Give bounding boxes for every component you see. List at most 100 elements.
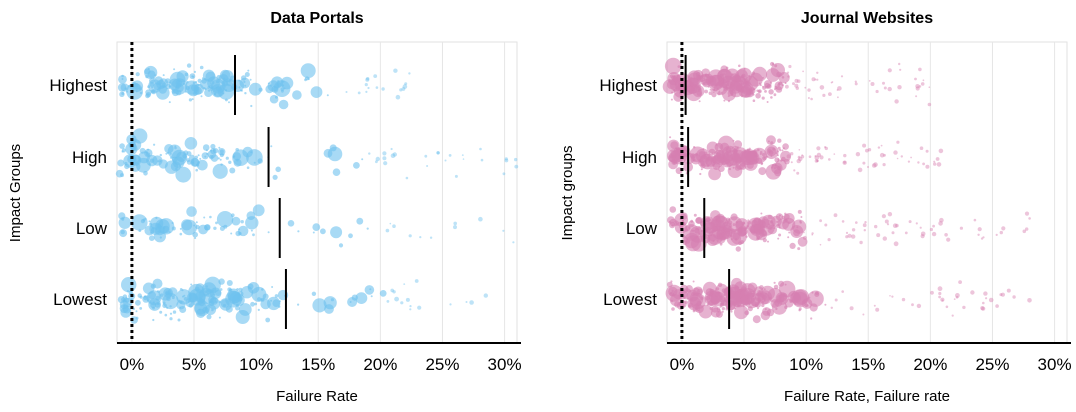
data-point: [723, 224, 732, 233]
data-point: [692, 310, 696, 313]
data-point: [138, 229, 142, 233]
data-point: [480, 158, 484, 162]
data-point: [933, 160, 936, 163]
data-point: [696, 75, 701, 80]
data-point: [760, 212, 763, 215]
data-point: [962, 305, 966, 310]
data-point: [212, 163, 228, 179]
data-point: [718, 309, 721, 312]
data-point: [778, 300, 781, 303]
data-point: [714, 291, 720, 298]
data-point: [401, 87, 406, 91]
data-point: [708, 91, 713, 95]
data-point: [865, 148, 869, 153]
data-point: [692, 280, 695, 283]
data-point: [228, 101, 230, 104]
data-point: [981, 306, 986, 311]
data-point: [175, 166, 192, 183]
data-point: [776, 154, 779, 157]
data-point: [449, 303, 452, 306]
data-point: [833, 213, 838, 218]
data-point: [379, 290, 387, 297]
data-point: [808, 155, 812, 158]
data-point: [706, 303, 709, 306]
data-point: [453, 221, 458, 226]
data-point: [1022, 229, 1027, 234]
data-point: [121, 92, 125, 95]
data-point: [828, 158, 831, 161]
data-point: [715, 143, 718, 146]
data-point: [685, 225, 691, 231]
data-point: [162, 74, 165, 77]
data-point: [761, 96, 765, 100]
data-point: [930, 290, 934, 295]
data-point: [876, 233, 881, 238]
data-point: [717, 282, 723, 287]
data-point: [810, 97, 813, 101]
data-point: [684, 300, 688, 304]
data-point: [933, 162, 937, 166]
data-point: [706, 164, 710, 167]
data-point: [798, 149, 801, 151]
data-point: [770, 155, 773, 157]
chart-journal-websites: Journal Websites Impact groups Highest High…: [559, 10, 1072, 405]
data-point: [854, 80, 857, 83]
data-point: [220, 163, 223, 166]
data-point: [392, 224, 396, 228]
data-point: [766, 135, 776, 146]
data-point: [277, 80, 280, 83]
data-point: [690, 86, 695, 91]
data-point: [761, 162, 764, 165]
data-point: [671, 307, 675, 311]
data-point: [148, 163, 151, 166]
data-point: [915, 222, 918, 225]
data-point: [364, 285, 375, 295]
data-point: [230, 232, 233, 235]
data-point: [711, 92, 717, 98]
data-point: [179, 232, 183, 236]
data-point: [304, 78, 307, 82]
data-point: [898, 62, 901, 66]
data-point: [773, 227, 776, 230]
data-point: [871, 163, 877, 168]
data-point: [698, 151, 706, 158]
data-point: [182, 154, 187, 159]
data-point: [882, 81, 885, 85]
category-label: High: [622, 148, 657, 167]
data-point: [711, 291, 726, 307]
data-point: [251, 286, 267, 302]
data-point: [279, 300, 281, 303]
data-point: [155, 295, 161, 301]
data-point: [252, 233, 255, 237]
data-point: [131, 214, 148, 231]
data-point: [778, 233, 782, 237]
data-point: [238, 86, 241, 89]
data-point: [958, 280, 962, 284]
data-point: [145, 89, 152, 96]
data-point: [802, 70, 804, 73]
data-point: [776, 220, 779, 223]
data-point: [741, 224, 745, 227]
data-point: [744, 94, 747, 97]
data-point: [238, 228, 241, 231]
data-point: [842, 160, 847, 165]
x-axis-label: Failure Rate: [276, 388, 358, 405]
data-point: [271, 286, 274, 288]
data-point: [792, 82, 795, 86]
data-point: [935, 157, 940, 161]
data-point: [780, 150, 792, 162]
data-point: [162, 301, 166, 305]
data-point: [1001, 226, 1006, 231]
data-point: [209, 80, 215, 85]
data-point: [755, 158, 758, 161]
data-point: [664, 57, 682, 75]
data-point: [840, 75, 844, 78]
data-point: [789, 300, 793, 303]
data-point: [743, 222, 746, 225]
x-tick-label: 25%: [975, 355, 1009, 374]
data-point: [179, 306, 187, 313]
data-point: [184, 80, 199, 95]
data-point: [919, 226, 922, 229]
data-point: [977, 227, 982, 232]
